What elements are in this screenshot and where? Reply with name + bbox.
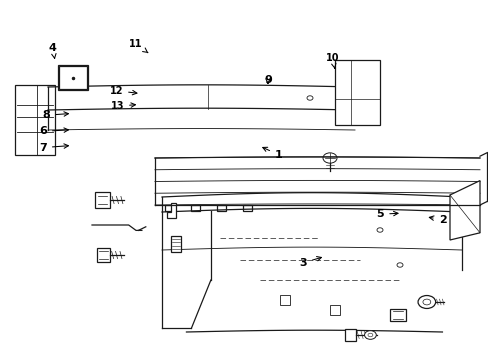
Polygon shape <box>15 85 55 155</box>
Text: 1: 1 <box>262 147 282 160</box>
Text: 13: 13 <box>110 101 135 111</box>
Text: 5: 5 <box>376 209 397 219</box>
Circle shape <box>364 331 376 339</box>
Polygon shape <box>48 85 354 110</box>
Polygon shape <box>167 203 176 218</box>
Polygon shape <box>58 65 88 90</box>
Text: 9: 9 <box>264 75 271 85</box>
Polygon shape <box>334 60 379 125</box>
Text: 10: 10 <box>325 53 339 68</box>
Polygon shape <box>190 205 199 211</box>
Polygon shape <box>162 193 461 212</box>
Polygon shape <box>171 236 181 252</box>
Polygon shape <box>164 205 173 211</box>
Polygon shape <box>389 309 405 321</box>
Polygon shape <box>97 248 109 262</box>
Text: 11: 11 <box>129 39 147 53</box>
Text: 3: 3 <box>299 257 321 268</box>
Text: 4: 4 <box>49 42 57 58</box>
Polygon shape <box>95 192 109 208</box>
Text: 12: 12 <box>109 86 137 96</box>
Text: 7: 7 <box>39 143 68 153</box>
Polygon shape <box>60 66 86 89</box>
Polygon shape <box>217 205 225 211</box>
Text: 2: 2 <box>428 215 446 225</box>
Polygon shape <box>345 329 355 342</box>
Text: 6: 6 <box>39 126 68 136</box>
Polygon shape <box>449 181 479 240</box>
Text: 8: 8 <box>42 110 68 120</box>
Polygon shape <box>243 205 251 211</box>
